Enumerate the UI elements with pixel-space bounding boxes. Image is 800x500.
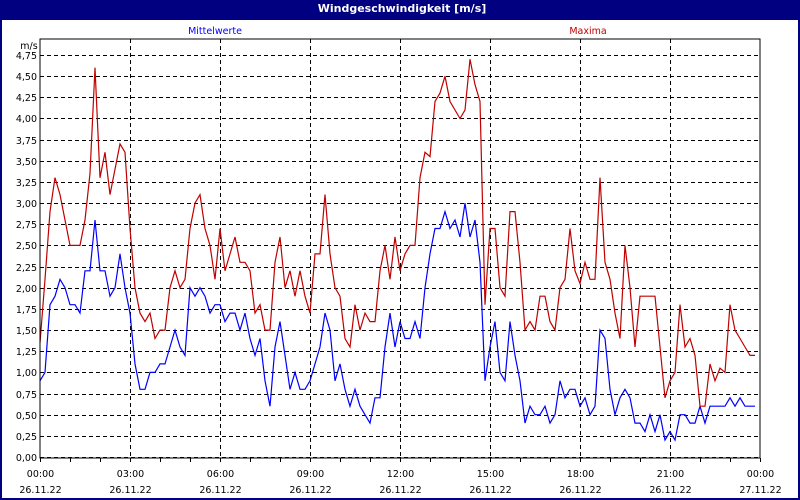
x-tick-time: 00:00 — [27, 469, 54, 480]
grid — [40, 39, 761, 462]
legend-mittelwerte: Mittelwerte — [188, 26, 242, 37]
x-tick-time: 15:00 — [477, 469, 504, 480]
y-tick-label: 4,00 — [16, 114, 37, 125]
y-tick-label: 3,00 — [16, 199, 37, 210]
y-tick-label: 2,75 — [16, 220, 37, 231]
plot-frame — [39, 38, 761, 459]
axis-labels: 0,00 0,25 0,50 0,75 1,00 1,25 1,50 1,75 2,00 2,25… — [16, 51, 782, 496]
x-tick-time: 18:00 — [567, 469, 594, 480]
x-tick-time: 21:00 — [657, 469, 684, 480]
x-tick-time: 09:00 — [297, 469, 324, 480]
y-tick-label: 4,25 — [16, 93, 37, 104]
y-tick-label: 4,50 — [16, 72, 37, 83]
x-tick-date: 26.11.22 — [199, 485, 241, 496]
y-tick-label: 4,75 — [16, 51, 37, 62]
y-tick-label: 2,50 — [16, 241, 37, 252]
y-tick-label: 0,25 — [16, 432, 37, 443]
y-tick-label: 1,00 — [16, 368, 37, 379]
y-axis-unit: m/s — [20, 41, 37, 52]
x-tick-time: 12:00 — [387, 469, 414, 480]
y-tick-label: 0,50 — [16, 411, 37, 422]
series-lines — [39, 59, 755, 442]
legend-maxima: Maxima — [569, 26, 606, 37]
x-tick-date: 26.11.22 — [469, 485, 511, 496]
y-tick-label: 3,75 — [16, 136, 37, 147]
y-tick-label: 1,25 — [16, 347, 37, 358]
x-tick-date: 26.11.22 — [379, 485, 421, 496]
x-tick-time: 00:00 — [747, 469, 774, 480]
x-tick-date: 26.11.22 — [289, 485, 331, 496]
x-tick-date: 27.11.22 — [739, 485, 781, 496]
y-tick-label: 3,25 — [16, 178, 37, 189]
x-tick-date: 26.11.22 — [559, 485, 601, 496]
y-tick-label: 0,75 — [16, 390, 37, 401]
series-line-maxima — [39, 59, 755, 407]
x-tick-date: 26.11.22 — [109, 485, 151, 496]
x-tick-date: 26.11.22 — [19, 485, 61, 496]
y-tick-label: 1,75 — [16, 305, 37, 316]
y-tick-label: 2,25 — [16, 263, 37, 274]
y-tick-label: 1,50 — [16, 326, 37, 337]
y-tick-label: 2,00 — [16, 284, 37, 295]
series-line-mittelwerte — [39, 203, 755, 442]
chart-title: Windgeschwindigkeit [m/s] — [2, 0, 798, 20]
x-tick-date: 26.11.22 — [649, 485, 691, 496]
y-tick-label: 0,00 — [16, 453, 37, 464]
x-tick-time: 06:00 — [207, 469, 234, 480]
x-tick-time: 03:00 — [117, 469, 144, 480]
y-tick-label: 3,50 — [16, 157, 37, 168]
